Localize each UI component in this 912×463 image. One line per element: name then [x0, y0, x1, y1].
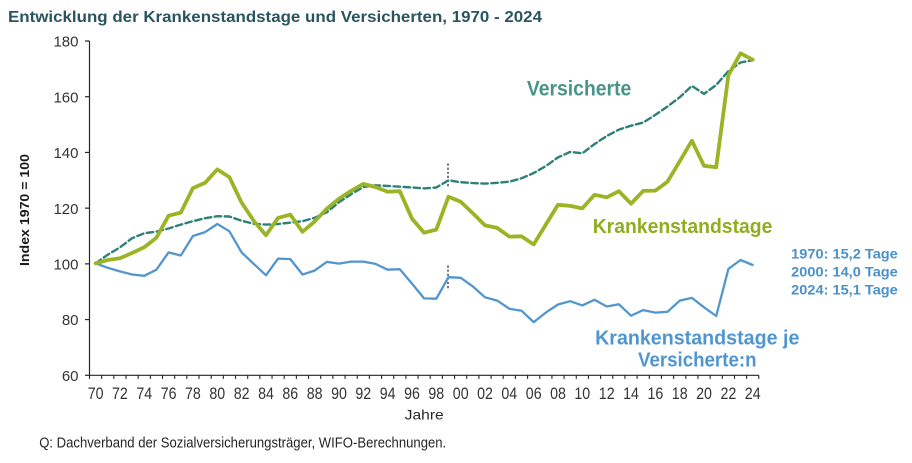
svg-text:180: 180 [53, 34, 78, 51]
svg-text:00: 00 [453, 385, 469, 403]
svg-text:90: 90 [331, 385, 347, 403]
svg-text:72: 72 [112, 385, 128, 403]
svg-text:10: 10 [574, 385, 590, 403]
svg-text:04: 04 [501, 385, 517, 403]
svg-text:1970: 15,2 Tage: 1970: 15,2 Tage [791, 246, 898, 261]
svg-text:140: 140 [53, 145, 78, 162]
svg-text:12: 12 [599, 385, 615, 403]
svg-text:88: 88 [307, 385, 323, 403]
svg-text:60: 60 [62, 368, 79, 385]
svg-text:86: 86 [282, 385, 298, 403]
svg-text:160: 160 [53, 89, 78, 106]
svg-text:Krankenstandstage je: Krankenstandstage je [595, 327, 799, 350]
svg-text:76: 76 [161, 385, 177, 403]
svg-text:16: 16 [648, 385, 664, 403]
svg-text:120: 120 [53, 201, 78, 218]
svg-text:84: 84 [258, 385, 274, 403]
svg-text:22: 22 [721, 385, 737, 403]
svg-text:74: 74 [136, 385, 152, 403]
svg-text:80: 80 [209, 385, 225, 403]
svg-text:98: 98 [428, 385, 444, 403]
svg-text:Jahre: Jahre [405, 407, 444, 423]
svg-text:24: 24 [745, 385, 761, 403]
svg-text:02: 02 [477, 385, 493, 403]
svg-text:92: 92 [355, 385, 371, 403]
svg-text:82: 82 [234, 385, 250, 403]
svg-text:94: 94 [380, 385, 396, 403]
svg-text:18: 18 [672, 385, 688, 403]
svg-text:14: 14 [623, 385, 639, 403]
svg-text:2024: 15,1 Tage: 2024: 15,1 Tage [791, 283, 898, 298]
svg-text:78: 78 [185, 385, 201, 403]
svg-text:2000: 14,0 Tage: 2000: 14,0 Tage [791, 265, 898, 280]
svg-text:06: 06 [526, 385, 542, 403]
svg-text:100: 100 [53, 257, 78, 274]
svg-text:Versicherte:n: Versicherte:n [638, 349, 757, 372]
svg-text:Q: Dachverband der Sozialversi: Q: Dachverband der Sozialversicherungstr… [39, 436, 446, 452]
svg-text:08: 08 [550, 385, 566, 403]
svg-text:Index 1970 = 100: Index 1970 = 100 [17, 154, 32, 266]
svg-text:Entwicklung der Krankenstandst: Entwicklung der Krankenstandstage und Ve… [8, 9, 542, 26]
svg-text:96: 96 [404, 385, 420, 403]
svg-text:20: 20 [696, 385, 712, 403]
svg-text:Versicherte: Versicherte [527, 77, 631, 100]
svg-text:Krankenstandstage: Krankenstandstage [593, 216, 773, 238]
svg-text:70: 70 [88, 385, 104, 403]
svg-text:80: 80 [62, 312, 79, 329]
